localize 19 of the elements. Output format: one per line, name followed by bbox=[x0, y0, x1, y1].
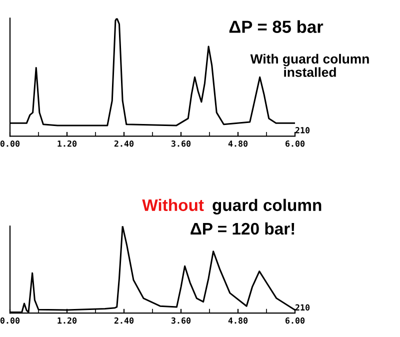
x-tick-label: 1.20 bbox=[58, 317, 77, 324]
x-tick-label: 0.00 bbox=[0, 140, 20, 147]
annotation: With guard column installed bbox=[250, 54, 369, 77]
text: guard column bbox=[212, 198, 322, 214]
x-tick-label: 2.40 bbox=[114, 317, 134, 324]
annotation: ΔP = 85 bar bbox=[229, 20, 324, 33]
x-tick-label: 1.20 bbox=[58, 140, 77, 147]
x-tick-label: 3.60 bbox=[171, 317, 191, 324]
x-tick-label: 4.80 bbox=[228, 140, 248, 147]
text: 210 bbox=[295, 127, 310, 134]
x-tick-label: 6.00 bbox=[286, 317, 305, 324]
annotation: ΔP = 120 bar! bbox=[190, 222, 294, 235]
text: 210 bbox=[295, 304, 310, 311]
text: Without bbox=[142, 198, 204, 212]
x-tick-label: 4.80 bbox=[228, 317, 248, 324]
x-tick-label: 3.60 bbox=[171, 140, 191, 147]
x-tick-label: 0.00 bbox=[0, 317, 20, 324]
x-tick-label: 6.00 bbox=[286, 140, 305, 147]
x-tick-label: 2.40 bbox=[114, 140, 134, 147]
